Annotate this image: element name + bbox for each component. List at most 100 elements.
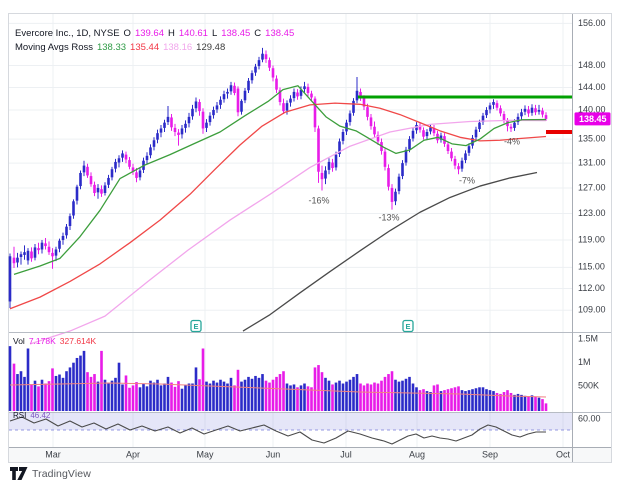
candle-body (156, 133, 159, 140)
earnings-icon[interactable] (402, 319, 414, 333)
symbol-legend-part: 139.64 (134, 28, 164, 39)
volume-bar (110, 380, 114, 411)
candle-body (471, 137, 474, 146)
axis-label: E (193, 322, 198, 331)
volume-bar (432, 385, 436, 411)
candle-body (310, 93, 313, 98)
volume-bar (194, 367, 198, 411)
rsi-legend: RSI 46.42 (13, 411, 54, 420)
volume-bar (128, 387, 131, 411)
candle-body (404, 149, 408, 163)
candle-body (86, 166, 89, 176)
volume-bar (163, 383, 166, 411)
axis-label: 500K (578, 381, 599, 391)
volume-bar (292, 384, 296, 411)
volume-bar (166, 376, 170, 411)
candle-body (383, 151, 387, 167)
volume-bar (226, 383, 229, 411)
axis-label: 115.00 (578, 262, 605, 272)
volume-bar (142, 383, 145, 411)
candle-body (401, 163, 404, 177)
candle-body (68, 216, 72, 227)
candle-body (271, 68, 275, 78)
volume-bar (173, 386, 177, 411)
volume-bar (65, 371, 68, 411)
axis-label: May (196, 449, 214, 459)
volume-bar (345, 381, 348, 411)
candle-body (411, 130, 415, 139)
tradingview-logo: TradingView (10, 466, 91, 481)
volume-bar (191, 383, 194, 411)
candle-body (79, 172, 82, 187)
axis-label: -4% (504, 136, 520, 146)
volume-bar (257, 377, 261, 411)
candle-body (212, 109, 215, 116)
tradingview-logo-icon (10, 467, 28, 480)
candle-body (243, 90, 247, 101)
candle-body (362, 98, 366, 107)
volume-bar (478, 387, 481, 411)
candle-body (523, 108, 527, 112)
volume-bar (359, 383, 362, 411)
candle-body (51, 252, 54, 257)
volume-bar (411, 383, 415, 411)
candle-body (103, 185, 107, 194)
candle-body (222, 94, 226, 100)
candle-body (254, 66, 257, 73)
volume-bar (296, 387, 299, 411)
candle-body (359, 91, 362, 98)
volume-bar (474, 388, 478, 411)
candle-body (509, 126, 513, 129)
axis-label: 123.00 (578, 208, 606, 218)
axis-label: -13% (378, 212, 399, 222)
candle-body (369, 117, 373, 127)
volume-bar (103, 379, 107, 411)
axis-label: Jun (266, 449, 281, 459)
candle-body (299, 89, 303, 96)
symbol-legend-part: O (123, 28, 131, 39)
symbol-legend-part: L (211, 28, 218, 39)
candle-body (215, 105, 219, 110)
candle-body (516, 116, 520, 123)
axis-label: -7% (459, 175, 475, 185)
candle-body (247, 80, 250, 91)
candle-body (348, 113, 352, 123)
volume-bar (58, 374, 61, 411)
candle-body (191, 108, 194, 117)
axis-label: 1M (578, 357, 591, 367)
candle-body (149, 147, 152, 156)
volume-bar (250, 378, 254, 411)
volume-bar (138, 387, 142, 411)
volume-legend-part: Vol (13, 336, 25, 346)
volume-bar (464, 391, 467, 411)
candle-body (341, 132, 345, 141)
ma-legend: Moving Avgs Ross 138.33 135.44 138.16 129.48 (15, 42, 229, 53)
volume-bar (8, 346, 12, 411)
volume-bar (68, 367, 72, 411)
candle-body (184, 123, 187, 128)
candle-body (47, 246, 51, 253)
earnings-icon[interactable] (190, 319, 202, 333)
axis-label: 127.00 (578, 182, 606, 192)
axis-label: 144.00 (578, 82, 606, 92)
candle-body (26, 250, 30, 261)
candle-body (23, 252, 26, 255)
candle-body (387, 168, 390, 187)
candle-body (19, 254, 23, 257)
volume-bar (236, 369, 240, 411)
candle-body (355, 90, 359, 101)
candle-body (366, 107, 369, 117)
candle-body (296, 92, 299, 97)
candle-body (82, 165, 86, 173)
volume-bar (499, 393, 502, 411)
volume-bar (488, 390, 492, 411)
volume-bar (380, 380, 383, 411)
volume-bar (247, 376, 250, 411)
candle-body (282, 103, 285, 112)
volume-bar (341, 383, 345, 411)
candle-body (324, 170, 327, 179)
last-price-badge[interactable] (574, 112, 611, 126)
volume-bar (33, 380, 37, 411)
candle-body (457, 166, 460, 170)
